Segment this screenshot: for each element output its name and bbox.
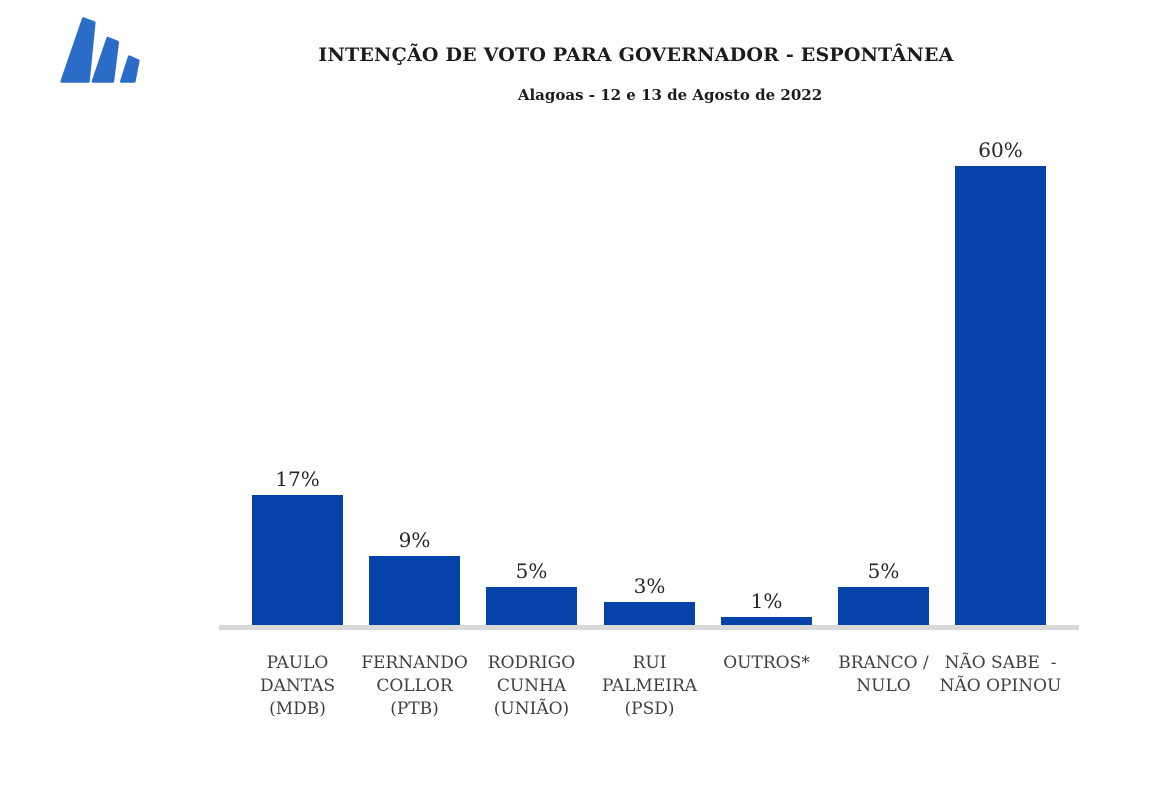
bar-value-label: 17% [275, 467, 320, 491]
category-label-line: (PSD) [624, 699, 675, 719]
bar-value-label: 5% [515, 559, 548, 583]
bar [955, 166, 1046, 625]
category-label-line: BRANCO / [838, 653, 929, 673]
category-label-line: RUI [632, 653, 667, 673]
chart-subtitle: Alagoas - 12 e 13 de Agosto de 2022 [517, 86, 823, 104]
category-label-line: (MDB) [269, 699, 326, 719]
category-label-line: NÃO OPINOU [939, 676, 1062, 696]
category-label: NÃO SABE - NÃO OPINOU [921, 652, 1081, 698]
category-label-line: CUNHA [496, 676, 567, 696]
category-label-line: COLLOR [376, 676, 453, 696]
category-label-line: PALMEIRA [601, 676, 698, 696]
category-label-line: RODRIGO [487, 653, 576, 673]
category-label-line: OUTROS* [723, 653, 810, 673]
bar-value-label: 3% [633, 574, 666, 598]
category-label-line: PAULO [266, 653, 329, 673]
bar [604, 602, 695, 625]
category-label: PAULO DANTAS (MDB) [218, 652, 378, 721]
bar [369, 556, 460, 625]
chart-title: INTENÇÃO DE VOTO PARA GOVERNADOR - ESPON… [318, 44, 954, 66]
category-label: FERNANDO COLLOR (PTB) [335, 652, 495, 721]
bar-value-label: 60% [978, 138, 1023, 162]
category-label: RUI PALMEIRA (PSD) [570, 652, 730, 721]
bar-value-label: 9% [398, 528, 431, 552]
bar-value-label: 5% [867, 559, 900, 583]
logo-icon [60, 17, 140, 83]
category-label-line: NÃO SABE - [944, 653, 1057, 673]
x-axis-line [219, 625, 1079, 630]
bar [252, 495, 343, 625]
bar-value-label: 1% [750, 589, 783, 613]
category-label-line: (UNIÃO) [493, 699, 570, 719]
category-label: BRANCO / NULO [804, 652, 964, 698]
bar [838, 587, 929, 625]
category-label-line: (PTB) [390, 699, 439, 719]
category-label-line: NULO [856, 676, 911, 696]
bar [721, 617, 812, 625]
category-label-line: FERNANDO [361, 653, 468, 673]
category-label: OUTROS* [687, 652, 847, 675]
category-label: RODRIGO CUNHA (UNIÃO) [452, 652, 612, 721]
category-label-line: DANTAS [259, 676, 336, 696]
bar [486, 587, 577, 625]
